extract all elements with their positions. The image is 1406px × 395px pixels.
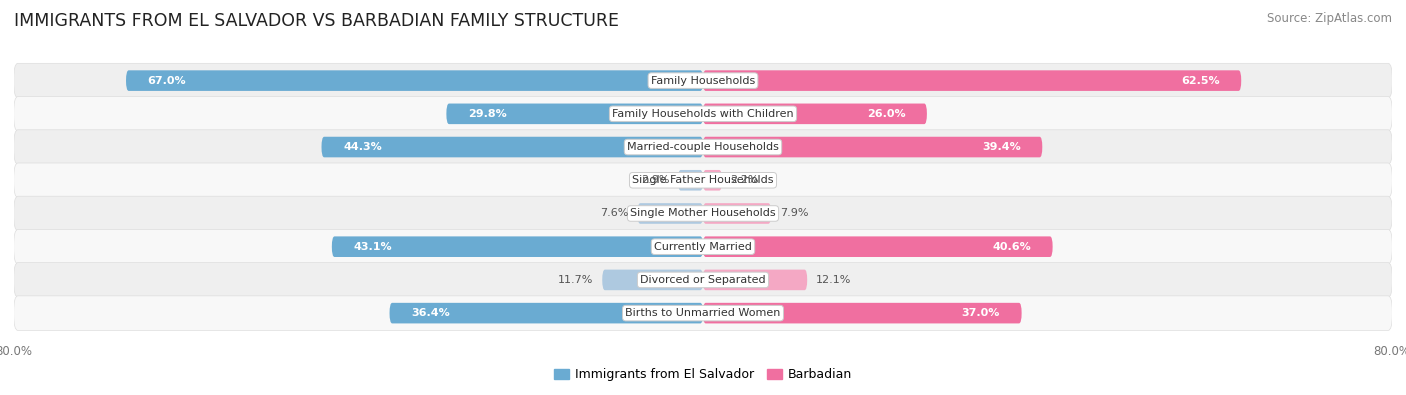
Text: IMMIGRANTS FROM EL SALVADOR VS BARBADIAN FAMILY STRUCTURE: IMMIGRANTS FROM EL SALVADOR VS BARBADIAN… <box>14 12 619 30</box>
FancyBboxPatch shape <box>703 70 1241 91</box>
Text: 62.5%: 62.5% <box>1181 75 1219 86</box>
Text: Source: ZipAtlas.com: Source: ZipAtlas.com <box>1267 12 1392 25</box>
Text: 7.9%: 7.9% <box>780 209 808 218</box>
FancyBboxPatch shape <box>14 296 1392 330</box>
FancyBboxPatch shape <box>446 103 703 124</box>
FancyBboxPatch shape <box>14 163 1392 198</box>
Text: Divorced or Separated: Divorced or Separated <box>640 275 766 285</box>
Text: Currently Married: Currently Married <box>654 242 752 252</box>
FancyBboxPatch shape <box>703 103 927 124</box>
Text: Family Households with Children: Family Households with Children <box>612 109 794 119</box>
Text: 2.9%: 2.9% <box>641 175 669 185</box>
Text: Family Households: Family Households <box>651 75 755 86</box>
Text: 7.6%: 7.6% <box>600 209 628 218</box>
Text: 12.1%: 12.1% <box>815 275 851 285</box>
FancyBboxPatch shape <box>703 203 770 224</box>
Text: 36.4%: 36.4% <box>411 308 450 318</box>
FancyBboxPatch shape <box>637 203 703 224</box>
Text: 39.4%: 39.4% <box>981 142 1021 152</box>
FancyBboxPatch shape <box>127 70 703 91</box>
Legend: Immigrants from El Salvador, Barbadian: Immigrants from El Salvador, Barbadian <box>548 363 858 386</box>
Text: 2.2%: 2.2% <box>731 175 759 185</box>
Text: 11.7%: 11.7% <box>558 275 593 285</box>
Text: 44.3%: 44.3% <box>343 142 382 152</box>
FancyBboxPatch shape <box>703 303 1022 324</box>
FancyBboxPatch shape <box>703 270 807 290</box>
FancyBboxPatch shape <box>703 170 721 190</box>
FancyBboxPatch shape <box>14 63 1392 98</box>
FancyBboxPatch shape <box>14 130 1392 164</box>
FancyBboxPatch shape <box>332 236 703 257</box>
FancyBboxPatch shape <box>678 170 703 190</box>
Text: 37.0%: 37.0% <box>962 308 1000 318</box>
FancyBboxPatch shape <box>389 303 703 324</box>
FancyBboxPatch shape <box>703 137 1042 157</box>
Text: 29.8%: 29.8% <box>468 109 506 119</box>
FancyBboxPatch shape <box>14 263 1392 297</box>
FancyBboxPatch shape <box>14 96 1392 131</box>
FancyBboxPatch shape <box>602 270 703 290</box>
FancyBboxPatch shape <box>14 196 1392 231</box>
Text: Single Father Households: Single Father Households <box>633 175 773 185</box>
FancyBboxPatch shape <box>14 229 1392 264</box>
Text: 26.0%: 26.0% <box>866 109 905 119</box>
Text: Single Mother Households: Single Mother Households <box>630 209 776 218</box>
Text: Births to Unmarried Women: Births to Unmarried Women <box>626 308 780 318</box>
Text: Married-couple Households: Married-couple Households <box>627 142 779 152</box>
FancyBboxPatch shape <box>703 236 1053 257</box>
Text: 40.6%: 40.6% <box>993 242 1031 252</box>
Text: 67.0%: 67.0% <box>148 75 186 86</box>
Text: 43.1%: 43.1% <box>353 242 392 252</box>
FancyBboxPatch shape <box>322 137 703 157</box>
